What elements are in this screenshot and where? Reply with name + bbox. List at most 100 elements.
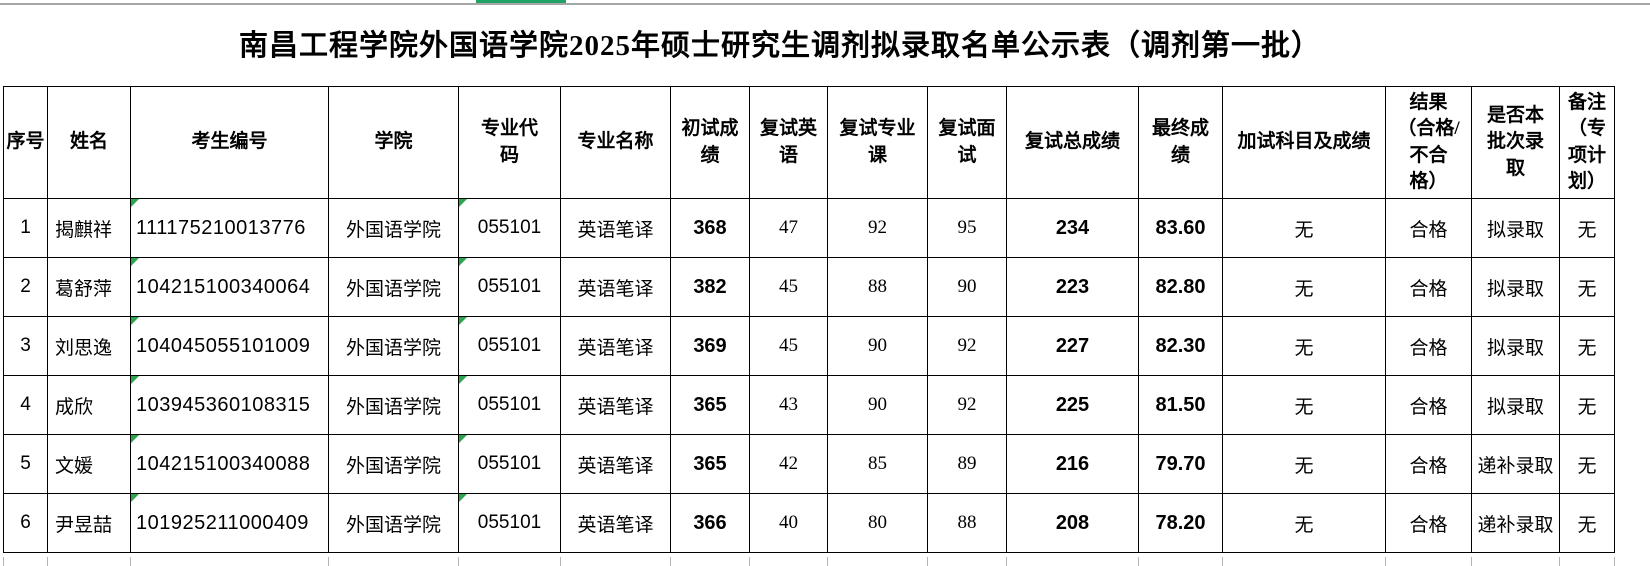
- cell-remarks[interactable]: 无: [1559, 198, 1615, 258]
- cell-major-code[interactable]: 055101: [458, 316, 561, 376]
- col-header-retest-major-course[interactable]: 复试专业 课: [827, 86, 928, 199]
- cell-final-score[interactable]: 81.50: [1138, 375, 1223, 435]
- cell-major-code[interactable]: 055101: [458, 257, 561, 317]
- cell-retest-interview[interactable]: 89: [927, 434, 1007, 494]
- cell-admitted-this-batch[interactable]: 拟录取: [1471, 257, 1560, 317]
- cell-retest-english[interactable]: 45: [749, 257, 828, 317]
- cell-remarks[interactable]: 无: [1559, 316, 1615, 376]
- cell-initial-score[interactable]: 365: [670, 434, 750, 494]
- cell-college[interactable]: 外国语学院: [328, 257, 459, 317]
- cell-retest-major-course[interactable]: 90: [827, 316, 928, 376]
- cell-admitted-this-batch[interactable]: 递补录取: [1471, 493, 1560, 553]
- cell-final-score[interactable]: 82.80: [1138, 257, 1223, 317]
- cell-major-name[interactable]: 英语笔译: [560, 493, 671, 553]
- cell-retest-total[interactable]: 234: [1006, 198, 1139, 258]
- cell-result[interactable]: 合格: [1385, 257, 1472, 317]
- cell-major-name[interactable]: 英语笔译: [560, 198, 671, 258]
- col-header-extra-test[interactable]: 加试科目及成绩: [1222, 86, 1386, 199]
- cell-candidate-id[interactable]: 103945360108315: [130, 375, 329, 435]
- cell-retest-english[interactable]: 42: [749, 434, 828, 494]
- cell-retest-major-course[interactable]: 85: [827, 434, 928, 494]
- cell-retest-total[interactable]: 227: [1006, 316, 1139, 376]
- col-header-admitted-this-batch[interactable]: 是否本 批次录 取: [1471, 86, 1560, 199]
- cell-final-score[interactable]: 83.60: [1138, 198, 1223, 258]
- cell-retest-interview[interactable]: 88: [927, 493, 1007, 553]
- cell-index[interactable]: 2: [3, 257, 48, 317]
- col-header-college[interactable]: 学院: [328, 86, 459, 199]
- cell-initial-score[interactable]: 382: [670, 257, 750, 317]
- cell-retest-total[interactable]: 216: [1006, 434, 1139, 494]
- cell-result[interactable]: 合格: [1385, 434, 1472, 494]
- col-header-candidate-id[interactable]: 考生编号: [130, 86, 329, 199]
- cell-initial-score[interactable]: 366: [670, 493, 750, 553]
- cell-retest-total[interactable]: 223: [1006, 257, 1139, 317]
- cell-admitted-this-batch[interactable]: 拟录取: [1471, 375, 1560, 435]
- cell-index[interactable]: 6: [3, 493, 48, 553]
- cell-retest-english[interactable]: 47: [749, 198, 828, 258]
- cell-retest-interview[interactable]: 92: [927, 316, 1007, 376]
- cell-major-name[interactable]: 英语笔译: [560, 375, 671, 435]
- cell-retest-major-course[interactable]: 92: [827, 198, 928, 258]
- cell-result[interactable]: 合格: [1385, 493, 1472, 553]
- col-header-retest-total[interactable]: 复试总成绩: [1006, 86, 1139, 199]
- col-header-result[interactable]: 结果 （合格/ 不合 格）: [1385, 86, 1472, 199]
- cell-result[interactable]: 合格: [1385, 375, 1472, 435]
- cell-college[interactable]: 外国语学院: [328, 198, 459, 258]
- cell-retest-english[interactable]: 45: [749, 316, 828, 376]
- col-header-major-name[interactable]: 专业名称: [560, 86, 671, 199]
- cell-initial-score[interactable]: 369: [670, 316, 750, 376]
- cell-index[interactable]: 3: [3, 316, 48, 376]
- cell-major-name[interactable]: 英语笔译: [560, 316, 671, 376]
- cell-name[interactable]: 刘思逸: [47, 316, 131, 376]
- cell-candidate-id[interactable]: 101925211000409: [130, 493, 329, 553]
- cell-retest-english[interactable]: 43: [749, 375, 828, 435]
- cell-major-code[interactable]: 055101: [458, 198, 561, 258]
- col-header-major-code[interactable]: 专业代 码: [458, 86, 561, 199]
- cell-index[interactable]: 4: [3, 375, 48, 435]
- cell-retest-interview[interactable]: 95: [927, 198, 1007, 258]
- cell-remarks[interactable]: 无: [1559, 257, 1615, 317]
- cell-major-code[interactable]: 055101: [458, 493, 561, 553]
- cell-result[interactable]: 合格: [1385, 316, 1472, 376]
- cell-admitted-this-batch[interactable]: 拟录取: [1471, 198, 1560, 258]
- cell-retest-interview[interactable]: 90: [927, 257, 1007, 317]
- cell-final-score[interactable]: 82.30: [1138, 316, 1223, 376]
- col-header-final-score[interactable]: 最终成 绩: [1138, 86, 1223, 199]
- cell-college[interactable]: 外国语学院: [328, 434, 459, 494]
- cell-retest-english[interactable]: 40: [749, 493, 828, 553]
- cell-major-name[interactable]: 英语笔译: [560, 434, 671, 494]
- cell-candidate-id[interactable]: 111175210013776: [130, 198, 329, 258]
- cell-remarks[interactable]: 无: [1559, 375, 1615, 435]
- col-header-retest-interview[interactable]: 复试面 试: [927, 86, 1007, 199]
- cell-college[interactable]: 外国语学院: [328, 375, 459, 435]
- cell-name[interactable]: 文媛: [47, 434, 131, 494]
- cell-college[interactable]: 外国语学院: [328, 316, 459, 376]
- cell-retest-major-course[interactable]: 80: [827, 493, 928, 553]
- col-header-name[interactable]: 姓名: [47, 86, 131, 199]
- cell-major-code[interactable]: 055101: [458, 375, 561, 435]
- cell-extra-test[interactable]: 无: [1222, 316, 1386, 376]
- cell-major-code[interactable]: 055101: [458, 434, 561, 494]
- cell-major-name[interactable]: 英语笔译: [560, 257, 671, 317]
- cell-name[interactable]: 揭麒祥: [47, 198, 131, 258]
- cell-extra-test[interactable]: 无: [1222, 198, 1386, 258]
- col-header-index[interactable]: 序号: [3, 86, 48, 199]
- cell-extra-test[interactable]: 无: [1222, 257, 1386, 317]
- cell-retest-major-course[interactable]: 90: [827, 375, 928, 435]
- cell-retest-major-course[interactable]: 88: [827, 257, 928, 317]
- col-header-remarks[interactable]: 备注 （专 项计 划）: [1559, 86, 1615, 199]
- cell-index[interactable]: 5: [3, 434, 48, 494]
- cell-name[interactable]: 成欣: [47, 375, 131, 435]
- cell-retest-total[interactable]: 225: [1006, 375, 1139, 435]
- cell-remarks[interactable]: 无: [1559, 434, 1615, 494]
- cell-final-score[interactable]: 79.70: [1138, 434, 1223, 494]
- cell-extra-test[interactable]: 无: [1222, 375, 1386, 435]
- cell-name[interactable]: 葛舒萍: [47, 257, 131, 317]
- cell-admitted-this-batch[interactable]: 递补录取: [1471, 434, 1560, 494]
- cell-college[interactable]: 外国语学院: [328, 493, 459, 553]
- cell-candidate-id[interactable]: 104215100340088: [130, 434, 329, 494]
- cell-remarks[interactable]: 无: [1559, 493, 1615, 553]
- cell-admitted-this-batch[interactable]: 拟录取: [1471, 316, 1560, 376]
- cell-extra-test[interactable]: 无: [1222, 493, 1386, 553]
- cell-retest-total[interactable]: 208: [1006, 493, 1139, 553]
